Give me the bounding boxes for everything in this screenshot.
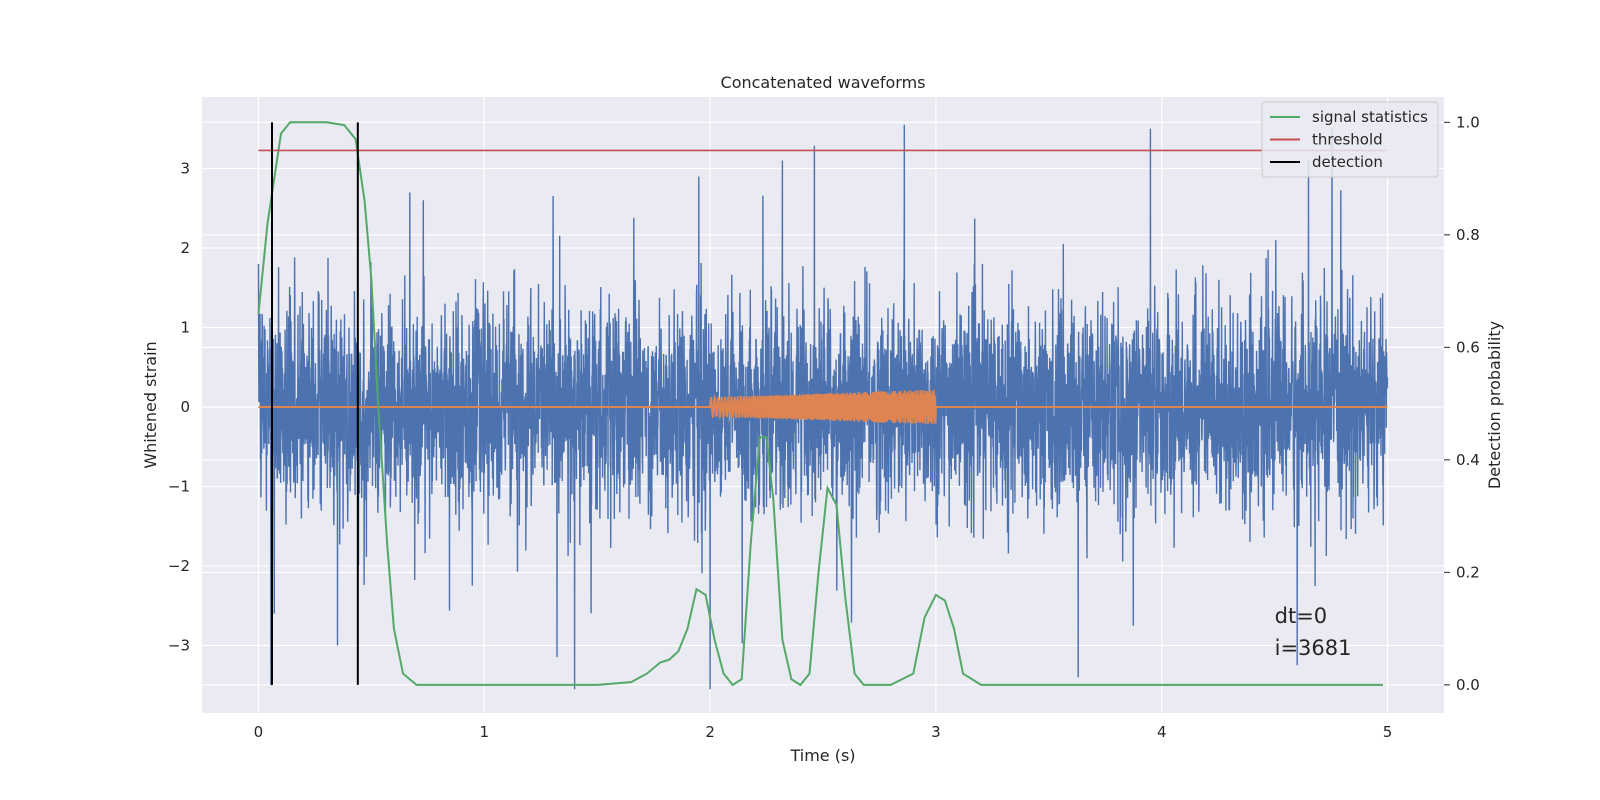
legend-label: signal statistics xyxy=(1312,108,1428,126)
y-right-tick-label: 0.4 xyxy=(1456,451,1480,469)
strain-noise-line xyxy=(257,124,1389,690)
x-tick-label: 4 xyxy=(1157,723,1167,741)
y-axis-label-left: Whitened strain xyxy=(141,341,160,468)
legend-label: detection xyxy=(1312,153,1383,171)
y-left-tick-label: −1 xyxy=(168,477,190,495)
y-left-tick-label: 1 xyxy=(180,319,190,337)
x-tick-label: 3 xyxy=(931,723,941,741)
y-left-tick-label: −2 xyxy=(168,557,190,575)
legend-label: threshold xyxy=(1312,131,1383,149)
x-axis-label: Time (s) xyxy=(789,746,855,765)
y-left-tick-label: 3 xyxy=(180,160,190,178)
y-right-tick-label: 0.6 xyxy=(1456,338,1480,356)
y-right-tick-label: 0.2 xyxy=(1456,563,1480,581)
legend: signal statistics threshold detection xyxy=(1261,101,1439,178)
signal-statistics-line xyxy=(257,121,1383,687)
legend-box xyxy=(1261,101,1439,178)
series-layer xyxy=(257,121,1389,690)
y-right-tick-label: 0.0 xyxy=(1456,676,1480,694)
chart-title: Concatenated waveforms xyxy=(721,73,926,92)
ticks: 0 1 2 3 4 5 −3 −2 −1 0 1 2 3 0.0 0.2 0.4 0.6 0.8 1.0 xyxy=(168,113,1480,741)
y-axis-label-right: Detection probability xyxy=(1485,321,1504,489)
annotation-text: dt=0 xyxy=(1275,604,1328,628)
y-left-tick-label: 0 xyxy=(180,398,190,416)
annotation-text: i=3681 xyxy=(1275,636,1352,660)
y-right-tick-label: 0.8 xyxy=(1456,226,1480,244)
y-right-tick-label: 1.0 xyxy=(1456,113,1480,131)
chirp-waveform-line xyxy=(258,389,1388,425)
y-left-tick-label: 2 xyxy=(180,239,190,257)
x-tick-label: 1 xyxy=(479,723,489,741)
y-left-tick-label: −3 xyxy=(168,636,190,654)
x-tick-label: 2 xyxy=(705,723,715,741)
x-tick-label: 5 xyxy=(1383,723,1393,741)
annotations: dt=0 i=3681 xyxy=(1275,604,1352,660)
x-tick-label: 0 xyxy=(254,723,264,741)
